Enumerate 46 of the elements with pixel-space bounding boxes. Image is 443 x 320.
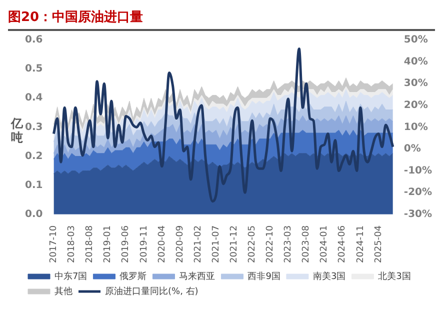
y2-tick-label: -10% xyxy=(404,165,432,176)
y2-tick-label: 20% xyxy=(404,100,428,111)
x-tick-label: 2019-06 xyxy=(121,225,132,264)
x-tick-label: 2017-10 xyxy=(49,225,60,264)
y-tick-label: 0.4 xyxy=(24,92,43,104)
y-tick-label: 0.1 xyxy=(24,180,43,191)
legend-label: 西非9国 xyxy=(248,270,280,282)
y2-tick-label: 40% xyxy=(404,56,428,68)
x-tick-label: 2022-10 xyxy=(266,225,276,264)
legend-label: 南美3国 xyxy=(312,270,346,282)
y-tick-label: 0.2 xyxy=(24,150,43,162)
x-tick-label: 2023-03 xyxy=(284,225,294,264)
legend-label: 原油进口量同比(%, 右) xyxy=(105,286,198,297)
legend-label: 其他 xyxy=(54,286,72,297)
legend-label: 北美3国 xyxy=(378,270,411,282)
x-tick-label: 2022-05 xyxy=(248,225,258,264)
x-tick-label: 2019-01 xyxy=(103,225,114,264)
y2-tick-label: -20% xyxy=(404,187,432,198)
y-tick-label: 0.3 xyxy=(24,122,43,133)
y-tick-label: 0.0 xyxy=(24,208,43,220)
x-tick-label: 2024-11 xyxy=(356,225,366,264)
line-series xyxy=(52,47,394,203)
y-axis-title: 亿吨 xyxy=(10,116,24,144)
x-tick-label: 2018-03 xyxy=(67,225,78,264)
x-tick-label: 2020-04 xyxy=(157,225,168,264)
chart-title: 图20：中国原油进口量 xyxy=(8,8,435,31)
x-tick-label: 2021-12 xyxy=(229,225,240,264)
y2-tick-label: 50% xyxy=(404,34,428,46)
x-tick-label: 2023-08 xyxy=(302,225,312,264)
x-tick-label: 2018-08 xyxy=(85,225,96,264)
x-tick-label: 2020-09 xyxy=(175,225,186,264)
legend-label: 中东7国 xyxy=(54,270,88,282)
x-tick-label: 2024-06 xyxy=(338,225,348,264)
y2-tick-label: -30% xyxy=(404,208,432,220)
y-tick-label: 0.5 xyxy=(24,64,43,75)
x-tick-label: 2024-01 xyxy=(320,225,330,264)
x-tick-label: 2021-02 xyxy=(193,225,204,264)
x-tick-label: 2021-07 xyxy=(211,225,222,264)
y2-tick-label: 0% xyxy=(404,144,421,155)
x-tick-label: 2019-11 xyxy=(139,225,150,264)
y2-tick-label: 10% xyxy=(404,122,428,133)
y-tick-label: 0.6 xyxy=(24,34,43,46)
x-tick-label: 2025-04 xyxy=(374,225,384,264)
y2-tick-label: 30% xyxy=(404,78,428,90)
legend-label: 俄罗斯 xyxy=(120,270,147,282)
legend-label: 马来西亚 xyxy=(179,270,216,282)
